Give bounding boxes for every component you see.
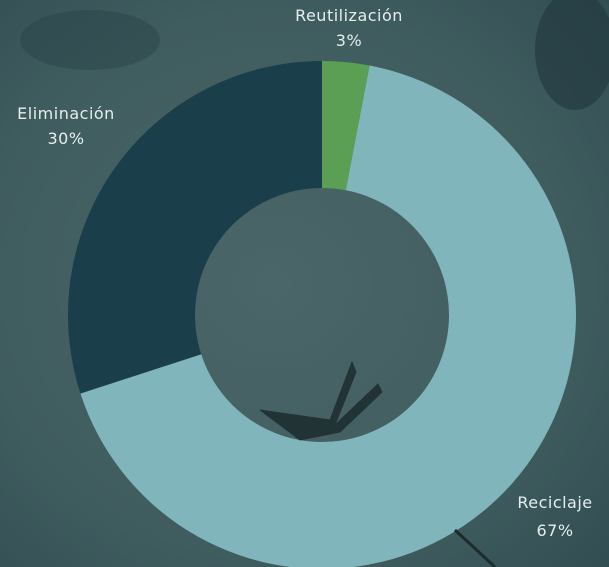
slice-label: Reciclaje <box>517 493 592 512</box>
donut-slice <box>67 61 322 394</box>
slice-value-label: 30% <box>47 129 84 148</box>
donut <box>67 61 576 567</box>
donut-slice <box>80 65 576 567</box>
background-blur <box>535 0 609 110</box>
slice-label: Eliminación <box>17 104 115 123</box>
labels: Reutilización 3% Reciclaje 67% Eliminación 30… <box>17 6 592 540</box>
plant-silhouette <box>259 360 497 567</box>
slice-value-label: 3% <box>336 31 362 50</box>
slice-label: Reutilización <box>295 6 403 25</box>
donut-slice <box>322 61 370 191</box>
slice-value-label: 67% <box>536 521 573 540</box>
background-blur <box>20 10 160 70</box>
